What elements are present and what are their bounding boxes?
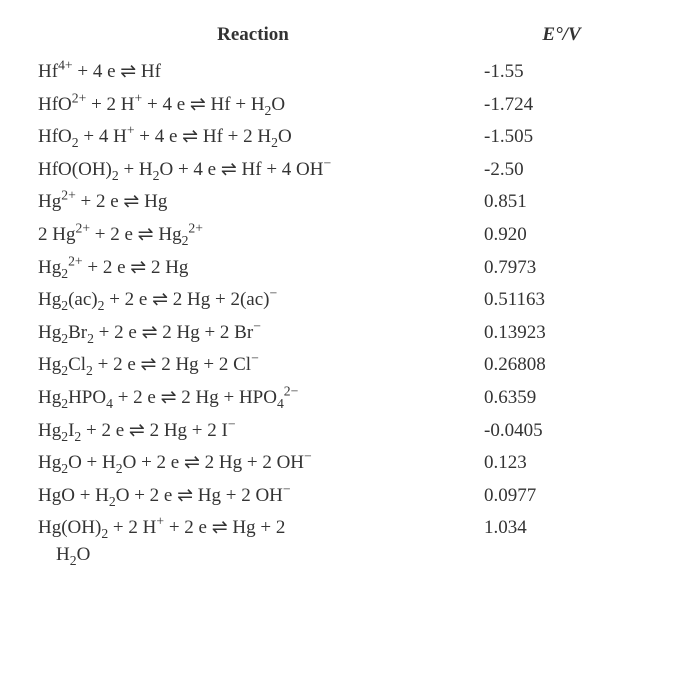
table-row: Hg2I2 + 2 e ⇌ 2 Hg + 2 I−-0.0405 — [30, 415, 647, 448]
reaction-cell: Hg2HPO4 + 2 e ⇌ 2 Hg + HPO42− — [30, 382, 476, 415]
table-header-row: Reaction E°/V — [30, 20, 647, 56]
table-row: HfO2 + 4 H+ + 4 e ⇌ Hf + 2 H2O-1.505 — [30, 121, 647, 154]
potential-cell: 0.920 — [476, 219, 647, 252]
reaction-cell: Hg2I2 + 2 e ⇌ 2 Hg + 2 I− — [30, 415, 476, 448]
table-row: Hg2O + H2O + 2 e ⇌ 2 Hg + 2 OH−0.123 — [30, 447, 647, 480]
potential-cell: -0.0405 — [476, 415, 647, 448]
potential-cell: 0.851 — [476, 186, 647, 219]
reaction-cell: Hf4+ + 4 e ⇌ Hf — [30, 56, 476, 89]
reaction-cell: Hg2Cl2 + 2 e ⇌ 2 Hg + 2 Cl− — [30, 349, 476, 382]
reaction-cell: HfO2 + 4 H+ + 4 e ⇌ Hf + 2 H2O — [30, 121, 476, 154]
potential-cell: 0.51163 — [476, 284, 647, 317]
table-row: HgO + H2O + 2 e ⇌ Hg + 2 OH−0.0977 — [30, 480, 647, 513]
potential-cell: -1.724 — [476, 89, 647, 122]
table-row: Hg2Br2 + 2 e ⇌ 2 Hg + 2 Br−0.13923 — [30, 317, 647, 350]
reaction-cell: Hg22+ + 2 e ⇌ 2 Hg — [30, 252, 476, 285]
table-row: Hg(OH)2 + 2 H+ + 2 e ⇌ Hg + 2H2O1.034 — [30, 512, 647, 571]
table-row: Hf4+ + 4 e ⇌ Hf-1.55 — [30, 56, 647, 89]
electrode-potential-table: Reaction E°/V Hf4+ + 4 e ⇌ Hf-1.55HfO2+ … — [30, 20, 647, 572]
potential-cell: 1.034 — [476, 512, 647, 571]
table-row: HfO(OH)2 + H2O + 4 e ⇌ Hf + 4 OH−-2.50 — [30, 154, 647, 187]
reaction-cell: Hg2+ + 2 e ⇌ Hg — [30, 186, 476, 219]
reaction-cell: HfO2+ + 2 H+ + 4 e ⇌ Hf + H2O — [30, 89, 476, 122]
table-row: Hg2+ + 2 e ⇌ Hg0.851 — [30, 186, 647, 219]
potential-cell: 0.6359 — [476, 382, 647, 415]
potential-cell: 0.26808 — [476, 349, 647, 382]
reaction-cell: 2 Hg2+ + 2 e ⇌ Hg22+ — [30, 219, 476, 252]
potential-cell: 0.0977 — [476, 480, 647, 513]
table-row: HfO2+ + 2 H+ + 4 e ⇌ Hf + H2O-1.724 — [30, 89, 647, 122]
table-row: Hg2(ac)2 + 2 e ⇌ 2 Hg + 2(ac)−0.51163 — [30, 284, 647, 317]
potential-cell: -2.50 — [476, 154, 647, 187]
table-row: Hg2HPO4 + 2 e ⇌ 2 Hg + HPO42−0.6359 — [30, 382, 647, 415]
reaction-cell: Hg2Br2 + 2 e ⇌ 2 Hg + 2 Br− — [30, 317, 476, 350]
reaction-cell: HfO(OH)2 + H2O + 4 e ⇌ Hf + 4 OH− — [30, 154, 476, 187]
header-potential: E°/V — [476, 20, 647, 56]
potential-cell: -1.505 — [476, 121, 647, 154]
reaction-cell: Hg2(ac)2 + 2 e ⇌ 2 Hg + 2(ac)− — [30, 284, 476, 317]
header-reaction: Reaction — [30, 20, 476, 56]
potential-cell: 0.7973 — [476, 252, 647, 285]
potential-cell: 0.123 — [476, 447, 647, 480]
table-row: Hg2Cl2 + 2 e ⇌ 2 Hg + 2 Cl−0.26808 — [30, 349, 647, 382]
potential-cell: -1.55 — [476, 56, 647, 89]
reaction-cell: Hg2O + H2O + 2 e ⇌ 2 Hg + 2 OH− — [30, 447, 476, 480]
reaction-cell: HgO + H2O + 2 e ⇌ Hg + 2 OH− — [30, 480, 476, 513]
potential-cell: 0.13923 — [476, 317, 647, 350]
reaction-cell: Hg(OH)2 + 2 H+ + 2 e ⇌ Hg + 2H2O — [30, 512, 476, 571]
table-row: Hg22+ + 2 e ⇌ 2 Hg0.7973 — [30, 252, 647, 285]
table-row: 2 Hg2+ + 2 e ⇌ Hg22+0.920 — [30, 219, 647, 252]
